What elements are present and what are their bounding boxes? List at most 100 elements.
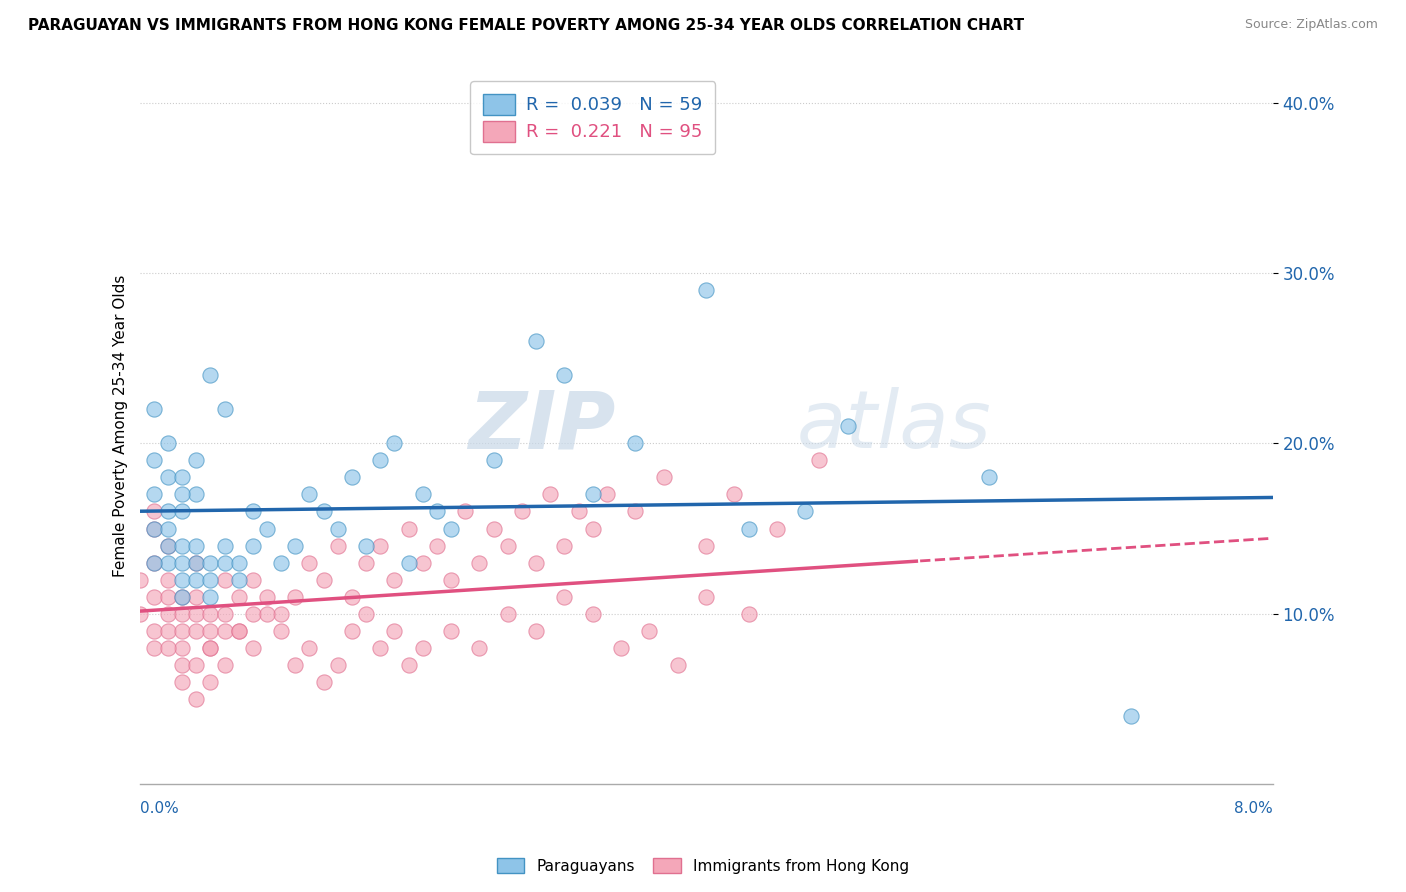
Point	[440, 624, 463, 638]
Point	[186, 607, 208, 621]
Point	[524, 624, 547, 638]
Point	[142, 590, 165, 604]
Point	[170, 674, 193, 689]
Point	[142, 556, 165, 570]
Point	[398, 657, 420, 672]
Point	[170, 470, 193, 484]
Point	[156, 556, 179, 570]
Point	[228, 556, 250, 570]
Point	[128, 573, 150, 587]
Point	[242, 539, 264, 553]
Point	[538, 487, 561, 501]
Point	[214, 573, 236, 587]
Point	[326, 657, 349, 672]
Point	[200, 674, 222, 689]
Point	[242, 573, 264, 587]
Point	[170, 487, 193, 501]
Point	[312, 674, 335, 689]
Point	[142, 522, 165, 536]
Point	[142, 624, 165, 638]
Point	[384, 624, 406, 638]
Point	[142, 402, 165, 417]
Point	[186, 624, 208, 638]
Point	[312, 504, 335, 518]
Point	[186, 657, 208, 672]
Point	[142, 556, 165, 570]
Point	[326, 539, 349, 553]
Point	[128, 607, 150, 621]
Point	[186, 556, 208, 570]
Point	[156, 436, 179, 450]
Point	[524, 334, 547, 348]
Point	[170, 504, 193, 518]
Point	[270, 624, 292, 638]
Point	[384, 436, 406, 450]
Point	[228, 590, 250, 604]
Point	[186, 692, 208, 706]
Point	[412, 487, 434, 501]
Point	[186, 453, 208, 467]
Point	[723, 487, 745, 501]
Point	[214, 607, 236, 621]
Point	[638, 624, 661, 638]
Point	[228, 573, 250, 587]
Point	[794, 504, 817, 518]
Point	[142, 487, 165, 501]
Point	[214, 539, 236, 553]
Text: ZIP: ZIP	[468, 387, 616, 466]
Point	[368, 453, 391, 467]
Point	[398, 522, 420, 536]
Legend: Paraguayans, Immigrants from Hong Kong: Paraguayans, Immigrants from Hong Kong	[491, 852, 915, 880]
Point	[368, 539, 391, 553]
Text: 0.0%: 0.0%	[139, 801, 179, 815]
Point	[837, 419, 859, 434]
Point	[652, 470, 675, 484]
Point	[312, 573, 335, 587]
Point	[214, 402, 236, 417]
Point	[142, 640, 165, 655]
Point	[284, 657, 307, 672]
Point	[582, 522, 605, 536]
Point	[695, 283, 717, 297]
Point	[440, 573, 463, 587]
Point	[737, 522, 759, 536]
Point	[170, 657, 193, 672]
Point	[170, 573, 193, 587]
Y-axis label: Female Poverty Among 25-34 Year Olds: Female Poverty Among 25-34 Year Olds	[114, 275, 128, 577]
Point	[156, 470, 179, 484]
Point	[412, 556, 434, 570]
Point	[1119, 709, 1142, 723]
Point	[142, 522, 165, 536]
Point	[200, 590, 222, 604]
Point	[242, 504, 264, 518]
Point	[256, 590, 278, 604]
Point	[142, 504, 165, 518]
Point	[384, 573, 406, 587]
Point	[200, 624, 222, 638]
Point	[298, 640, 321, 655]
Point	[553, 539, 575, 553]
Point	[256, 522, 278, 536]
Point	[979, 470, 1001, 484]
Point	[496, 607, 519, 621]
Point	[298, 556, 321, 570]
Point	[568, 504, 591, 518]
Point	[695, 590, 717, 604]
Point	[170, 590, 193, 604]
Point	[228, 624, 250, 638]
Point	[270, 607, 292, 621]
Point	[482, 522, 505, 536]
Point	[412, 640, 434, 655]
Point	[156, 522, 179, 536]
Point	[170, 640, 193, 655]
Point	[170, 624, 193, 638]
Point	[228, 624, 250, 638]
Point	[242, 640, 264, 655]
Point	[186, 573, 208, 587]
Point	[214, 624, 236, 638]
Legend: R =  0.039   N = 59, R =  0.221   N = 95: R = 0.039 N = 59, R = 0.221 N = 95	[470, 81, 716, 154]
Point	[496, 539, 519, 553]
Point	[368, 640, 391, 655]
Point	[156, 640, 179, 655]
Point	[596, 487, 619, 501]
